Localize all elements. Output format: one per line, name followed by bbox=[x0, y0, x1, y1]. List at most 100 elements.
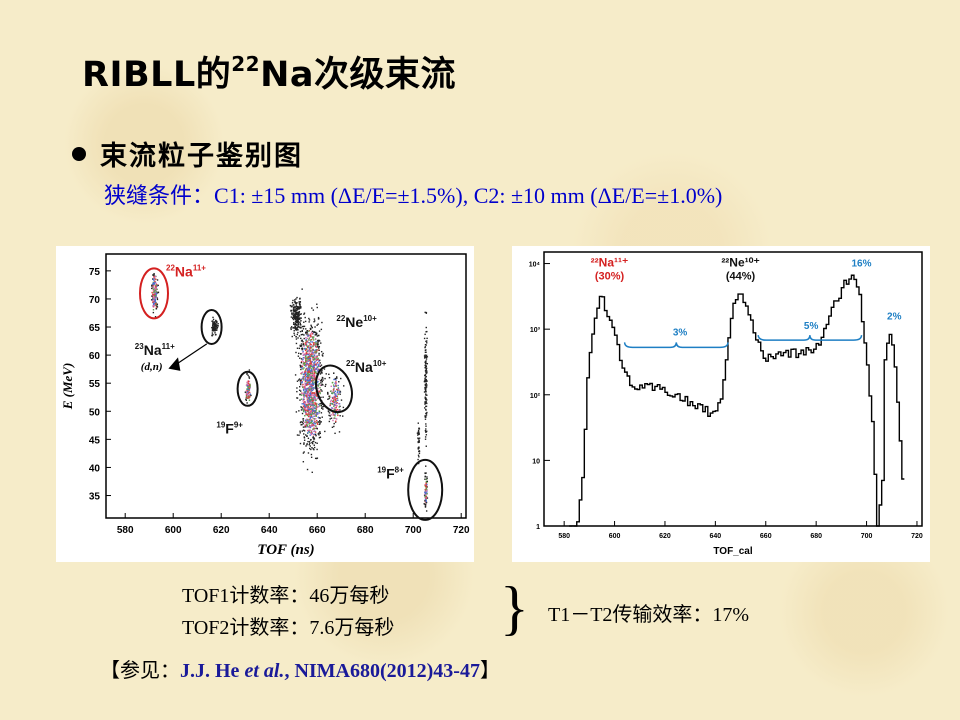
data-point bbox=[154, 316, 157, 318]
data-point bbox=[297, 305, 299, 308]
data-point bbox=[417, 441, 419, 443]
data-point bbox=[320, 389, 322, 391]
data-point bbox=[314, 433, 317, 436]
data-point bbox=[309, 378, 311, 380]
data-point bbox=[425, 349, 427, 351]
data-point bbox=[425, 499, 427, 502]
data-point bbox=[303, 313, 305, 315]
data-point bbox=[300, 379, 303, 382]
data-point bbox=[321, 390, 323, 392]
data-point bbox=[153, 302, 155, 305]
label-mass: 23 bbox=[135, 342, 144, 351]
data-point bbox=[307, 410, 309, 413]
data-point bbox=[328, 373, 330, 376]
data-point bbox=[304, 392, 306, 395]
data-point bbox=[318, 354, 320, 356]
data-point bbox=[307, 345, 310, 347]
data-point bbox=[336, 395, 338, 397]
data-point bbox=[305, 424, 307, 427]
cluster-label: 22Na11+ bbox=[166, 263, 206, 279]
ref-authors: J.J. He bbox=[180, 660, 245, 682]
data-point bbox=[301, 421, 304, 424]
data-point bbox=[335, 381, 337, 383]
data-point bbox=[303, 392, 305, 395]
data-point bbox=[320, 364, 323, 366]
data-point bbox=[321, 416, 323, 418]
data-point bbox=[332, 412, 334, 414]
data-point bbox=[336, 405, 338, 407]
data-point bbox=[316, 324, 318, 326]
data-point bbox=[312, 410, 314, 412]
data-point bbox=[425, 326, 427, 329]
data-point bbox=[305, 434, 307, 436]
data-point bbox=[155, 293, 157, 296]
data-point bbox=[301, 373, 303, 375]
data-point bbox=[335, 382, 338, 384]
data-point bbox=[307, 401, 309, 404]
data-point bbox=[424, 391, 427, 393]
data-point bbox=[309, 396, 311, 398]
data-point bbox=[312, 343, 315, 346]
data-point bbox=[310, 339, 312, 341]
data-point bbox=[301, 412, 304, 415]
data-point bbox=[296, 347, 299, 349]
data-point bbox=[154, 294, 156, 297]
data-point bbox=[299, 432, 301, 434]
data-point bbox=[299, 317, 301, 319]
y-tick-label: 10 bbox=[532, 458, 540, 465]
data-point bbox=[313, 361, 316, 363]
data-point bbox=[334, 382, 336, 384]
data-point bbox=[312, 398, 314, 401]
data-point bbox=[315, 372, 318, 375]
y-tick-label: 10³ bbox=[530, 327, 541, 334]
data-point bbox=[151, 285, 153, 287]
data-point bbox=[311, 441, 313, 444]
data-point bbox=[303, 403, 305, 405]
spectrum-line bbox=[569, 274, 905, 527]
data-point bbox=[333, 414, 335, 416]
data-point bbox=[306, 362, 308, 365]
data-point bbox=[301, 408, 304, 410]
data-point bbox=[155, 286, 157, 288]
data-point bbox=[335, 394, 337, 396]
data-point bbox=[318, 405, 320, 408]
data-point bbox=[304, 320, 307, 323]
data-point bbox=[157, 284, 159, 287]
data-point bbox=[424, 389, 427, 392]
data-point bbox=[315, 348, 318, 351]
data-point bbox=[249, 383, 251, 386]
data-point bbox=[425, 344, 427, 346]
data-point bbox=[211, 328, 214, 331]
data-point bbox=[296, 324, 298, 326]
title-prefix: RIBLL的 bbox=[82, 55, 232, 95]
data-point bbox=[294, 308, 296, 311]
data-point bbox=[307, 452, 310, 454]
data-point bbox=[313, 376, 315, 378]
data-point bbox=[313, 366, 315, 369]
data-point bbox=[299, 306, 301, 309]
data-point bbox=[151, 297, 154, 299]
data-point bbox=[311, 441, 314, 443]
data-point bbox=[314, 326, 316, 328]
data-point bbox=[298, 315, 300, 317]
data-point bbox=[418, 456, 420, 458]
data-point bbox=[336, 412, 339, 415]
data-point bbox=[337, 384, 339, 387]
data-point bbox=[424, 429, 427, 432]
data-point bbox=[329, 402, 332, 405]
data-point bbox=[302, 388, 305, 391]
x-tick-label: 680 bbox=[357, 525, 374, 536]
data-point bbox=[311, 420, 314, 422]
data-point bbox=[308, 364, 310, 366]
y-tick-label: 35 bbox=[89, 492, 101, 503]
data-point bbox=[305, 354, 307, 356]
page-title: RIBLL的22Na次级束流 bbox=[82, 46, 456, 97]
data-point bbox=[315, 350, 318, 352]
data-point bbox=[305, 445, 307, 447]
data-point bbox=[290, 316, 293, 318]
data-point bbox=[425, 340, 427, 343]
data-point bbox=[305, 356, 307, 358]
data-point bbox=[307, 376, 309, 379]
data-point bbox=[291, 302, 294, 304]
data-point bbox=[319, 391, 321, 394]
